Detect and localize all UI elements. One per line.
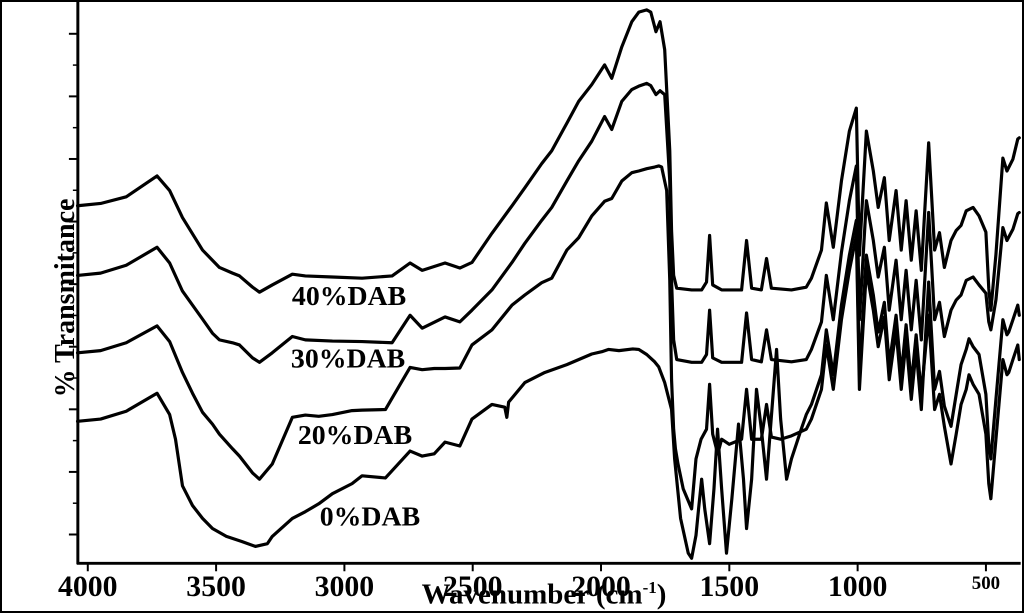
spectrum-curve-40pctDAB xyxy=(75,8,1021,312)
x-axis-title-close: ) xyxy=(656,578,667,611)
x-axis-title: Wavenumber (cm-1) xyxy=(394,578,694,611)
y-axis-title: % Transmitance xyxy=(50,198,81,398)
x-tick-label-4000: 4000 xyxy=(58,570,118,603)
spectrum-curve-20pctDAB xyxy=(75,164,1021,511)
series-label-40pctDAB: 40%DAB xyxy=(292,281,406,312)
x-tick-label-2500: 2500 xyxy=(443,570,503,603)
spectrum-curve-0pctDAB xyxy=(75,218,1021,560)
x-tick-label-1500: 1500 xyxy=(700,570,760,603)
series-label-0pctDAB: 0%DAB xyxy=(320,502,420,533)
x-tick-label-2000: 2000 xyxy=(571,570,631,603)
series-label-30pctDAB: 30%DAB xyxy=(291,344,405,375)
x-tick-label-500: 500 xyxy=(972,573,1000,594)
series-label-20pctDAB: 20%DAB xyxy=(298,420,412,451)
x-tick-label-3000: 3000 xyxy=(315,570,375,603)
x-axis-title-superscript: -1 xyxy=(642,578,657,597)
x-axis-title-text: Wavenumber (cm xyxy=(421,578,643,611)
x-tick-label-3500: 3500 xyxy=(186,570,246,603)
spectrum-curve-30pctDAB xyxy=(75,81,1021,364)
x-tick-label-1000: 1000 xyxy=(828,570,888,603)
